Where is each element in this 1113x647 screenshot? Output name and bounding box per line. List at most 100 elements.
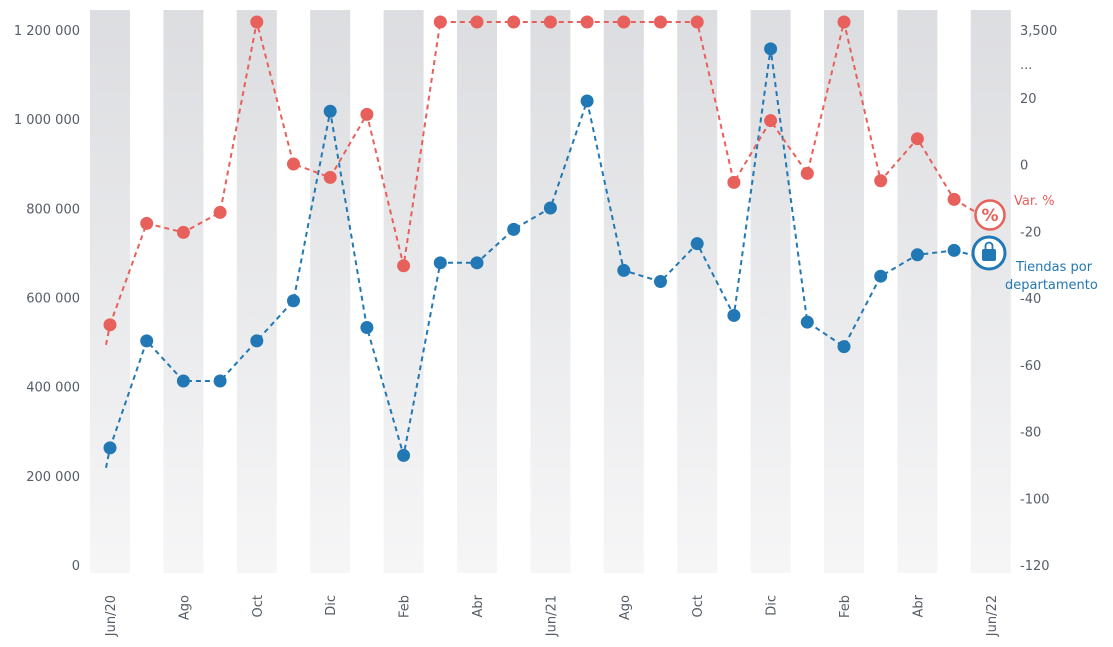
data-point-tiendas (360, 320, 374, 334)
data-point-var-pct (837, 15, 851, 29)
column-band (897, 10, 938, 573)
x-axis-tick-label: Jun/21 (544, 595, 559, 637)
x-axis-tick-label: Dic (324, 595, 339, 616)
data-point-tiendas (287, 294, 300, 308)
data-point-tiendas (507, 222, 521, 236)
column-band (90, 10, 130, 573)
data-point-var-pct (250, 15, 264, 29)
data-point-tiendas (910, 248, 924, 262)
data-point-tiendas (213, 374, 227, 388)
right-axis-break-label: ... (1020, 58, 1032, 73)
data-point-tiendas (727, 308, 741, 322)
data-point-tiendas (690, 237, 704, 251)
data-point-var-pct (727, 175, 741, 189)
data-point-tiendas (103, 441, 117, 455)
data-point-var-pct (800, 166, 814, 180)
left-axis-tick-label: 1 000 000 (14, 113, 80, 128)
data-point-var-pct (910, 132, 924, 146)
x-axis-tick-label: Jun/22 (985, 595, 1000, 637)
x-axis-tick-label: Oct (251, 595, 266, 617)
data-point-var-pct (543, 15, 557, 29)
right-axis-tick-label: 0 (1020, 159, 1028, 174)
right-axis-top-label: 3,500 (1020, 24, 1057, 39)
right-axis-tick-label: -40 (1020, 292, 1041, 307)
column-band (750, 10, 791, 573)
data-point-var-pct (874, 174, 888, 188)
x-axis-tick-label: Feb (398, 595, 413, 618)
left-axis-tick-label: 400 000 (26, 381, 80, 396)
data-point-tiendas (433, 256, 447, 270)
data-point-var-pct (617, 15, 631, 29)
data-point-var-pct (764, 114, 778, 128)
data-point-var-pct (654, 15, 667, 29)
series-lead-stub (105, 447, 111, 469)
right-axis-tick-label: -100 (1020, 492, 1050, 507)
column-band (677, 10, 718, 573)
x-axis-tick-label: Jun/20 (104, 595, 119, 637)
series-line-tiendas (109, 48, 955, 456)
x-axis-tick-label: Abr (471, 594, 486, 617)
data-point-tiendas (617, 263, 631, 277)
data-point-var-pct (103, 318, 117, 332)
column-band (824, 10, 864, 573)
data-point-tiendas (140, 334, 154, 348)
data-point-tiendas (874, 269, 888, 283)
legend-label-var-pct: Var. % (1014, 194, 1055, 209)
data-point-tiendas (800, 315, 814, 329)
data-point-tiendas (654, 275, 667, 289)
data-point-var-pct (470, 15, 484, 29)
data-point-var-pct (433, 15, 447, 29)
left-axis-tick-label: 0 (72, 559, 80, 574)
right-axis-tick-label: 20 (1020, 92, 1037, 107)
right-axis-tick-label: -120 (1020, 559, 1050, 574)
legend-connector-tiendas (953, 249, 973, 256)
left-axis-tick-label: 800 000 (26, 202, 80, 217)
x-axis-tick-label: Ago (177, 595, 192, 620)
column-band (236, 10, 277, 573)
data-point-tiendas (176, 374, 190, 388)
legend-connector-var-pct (953, 198, 975, 212)
shopping-bag-icon-body (982, 249, 996, 261)
percent-icon (974, 199, 1006, 231)
column-band (970, 10, 1011, 573)
column-band (310, 10, 351, 573)
data-point-var-pct (507, 15, 521, 29)
right-axis-tick-label: -80 (1020, 426, 1041, 441)
data-point-tiendas (764, 42, 778, 56)
data-point-var-pct (287, 157, 300, 171)
data-point-var-pct (397, 259, 411, 273)
right-axis-tick-label: -20 (1020, 225, 1041, 240)
data-point-tiendas (580, 94, 594, 108)
data-point-var-pct (580, 15, 594, 29)
data-point-tiendas (470, 256, 484, 270)
data-point-var-pct (213, 205, 227, 219)
series-lead-stub (105, 324, 111, 346)
series-line-var-pct (109, 21, 955, 326)
data-point-var-pct (690, 15, 704, 29)
x-axis-tick-label: Oct (691, 595, 706, 617)
data-point-var-pct (360, 107, 374, 121)
data-point-var-pct (323, 170, 337, 184)
legend-label-tiendas-line2: departamento (1005, 278, 1098, 293)
data-point-tiendas (397, 448, 411, 462)
left-axis-tick-label: 1 200 000 (14, 24, 80, 39)
left-axis-tick-label: 200 000 (26, 470, 80, 485)
data-point-var-pct (176, 225, 190, 239)
column-band (163, 10, 204, 573)
data-point-tiendas (323, 104, 337, 118)
left-axis-tick-label: 600 000 (26, 292, 80, 307)
legend-label-tiendas-line1: Tiendas por (1015, 260, 1093, 275)
column-band (603, 10, 644, 573)
x-axis-tick-label: Ago (618, 595, 633, 620)
data-point-var-pct (140, 216, 154, 230)
data-point-tiendas (837, 340, 851, 354)
shopping-bag-icon-handle (984, 241, 994, 249)
x-axis-tick-label: Dic (765, 595, 780, 616)
column-band (457, 10, 497, 573)
x-axis-tick-label: Abr (911, 594, 926, 617)
data-point-tiendas (543, 201, 557, 215)
percent-icon-glyph: % (981, 206, 998, 226)
column-band (530, 10, 571, 573)
